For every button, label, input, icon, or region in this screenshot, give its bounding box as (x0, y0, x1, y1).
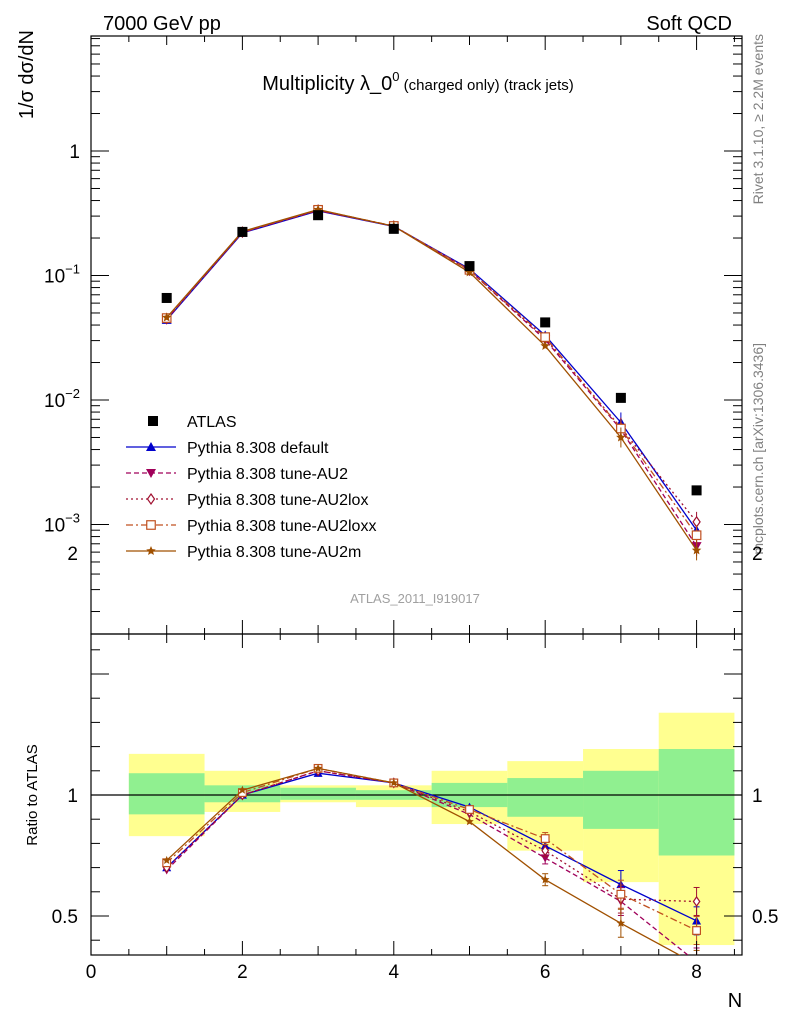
y-tick-label-right: 0.5 (752, 907, 778, 928)
data-point (389, 778, 399, 787)
y-tick-label: 10−1 (44, 262, 80, 288)
data-point (691, 485, 702, 496)
main-series (161, 204, 702, 561)
ratio-series-line (166, 770, 697, 903)
header-left: 7000 GeV pp (103, 13, 221, 35)
mcplots-label: mcplots.cern.ch [arXiv:1306.3436] (750, 343, 766, 555)
y-tick-label: 10−3 (44, 511, 80, 537)
data-point (540, 875, 550, 884)
data-point (313, 210, 324, 221)
y-tick-label-right: 2 (752, 544, 763, 565)
legend-marker (146, 469, 156, 478)
ratio-band-inner (658, 749, 735, 856)
main-frame (90, 35, 743, 635)
data-point (161, 312, 172, 322)
rivet-label: Rivet 3.1.10, ≥ 2.2M events (750, 34, 766, 204)
data-point (540, 332, 551, 342)
ratio-panel: 0 2 4 6 8 0.5 0.5 1 1 2 2 (52, 544, 779, 983)
ratio-series-line (166, 770, 689, 955)
data-point (237, 226, 248, 237)
data-point (691, 545, 702, 555)
series-line (166, 209, 698, 536)
y-tick-label: 0.5 (52, 907, 78, 928)
legend-marker (146, 442, 156, 451)
legend-label: Pythia 8.308 tune-AU2m (187, 544, 361, 561)
data-point (313, 763, 323, 773)
data-point (541, 845, 550, 857)
ratio-series-line (166, 767, 681, 955)
data-point (238, 785, 247, 794)
data-point (388, 223, 399, 234)
data-point (464, 267, 475, 277)
data-point (616, 918, 626, 927)
x-axis-label: N (728, 990, 742, 1012)
plot-title: Multiplicity λ_00 (charged only) (track … (262, 69, 574, 95)
legend-marker-atlas (148, 416, 158, 426)
data-point (692, 895, 701, 908)
title-sub: (charged only) (track jets) (400, 77, 574, 94)
ratio-band-inner (507, 778, 584, 817)
data-point (162, 855, 171, 864)
legend-label: Pythia 8.308 default (187, 440, 329, 457)
x-tick-label: 0 (86, 962, 97, 983)
ratio-band-inner (128, 773, 205, 815)
x-tick-label: 2 (237, 962, 248, 983)
series-line (166, 208, 698, 551)
series-line (166, 209, 698, 523)
ratio-series-line (166, 772, 697, 922)
header-right: Soft QCD (646, 13, 732, 35)
x-tick-label: 4 (389, 962, 400, 983)
ratio-series-line (166, 767, 697, 932)
data-point (465, 805, 474, 814)
legend-label: Pythia 8.308 tune-AU2loxx (187, 518, 376, 535)
data-point (540, 340, 550, 350)
y-tick-label: 1 (67, 786, 78, 807)
title-main: Multiplicity λ_0 (262, 73, 392, 95)
legend-label: Pythia 8.308 tune-AU2lox (187, 492, 368, 509)
ratio-band-inner (280, 787, 356, 800)
y-tick-label: 1 (69, 142, 80, 163)
data-point (465, 817, 474, 826)
y-tick-label-right: 1 (752, 786, 763, 807)
x-tick-label: 8 (691, 962, 702, 983)
y-tick-label: 10−2 (44, 386, 80, 412)
ratio-series (162, 763, 702, 955)
legend-marker (146, 546, 156, 556)
title-sup: 0 (392, 69, 399, 84)
legend-marker (146, 492, 156, 506)
data-point (615, 392, 626, 403)
main-ylabel: 1/σ dσ/dN (16, 30, 38, 119)
ratio-ylabel: Ratio to ATLAS (24, 744, 41, 845)
legend-marker (146, 520, 156, 530)
data-point (692, 926, 702, 935)
legend: ATLAS Pythia 8.308 default Pythia 8.308 tu… (126, 414, 376, 561)
data-point (540, 317, 551, 328)
analysis-watermark: ATLAS_2011_I919017 (350, 591, 480, 606)
data-point (616, 889, 626, 899)
data-point (464, 261, 475, 272)
data-point (691, 530, 702, 541)
main-panel: 1 10−1 10−2 10−3 (44, 35, 743, 955)
data-point (161, 292, 172, 303)
y-tick-label: 2 (67, 544, 78, 565)
data-point (540, 834, 550, 843)
legend-label: Pythia 8.308 tune-AU2 (187, 466, 348, 483)
data-point (616, 432, 626, 442)
ratio-band-inner (583, 770, 659, 829)
x-tick-label: 6 (540, 962, 551, 983)
legend-label-atlas: ATLAS (187, 414, 237, 431)
